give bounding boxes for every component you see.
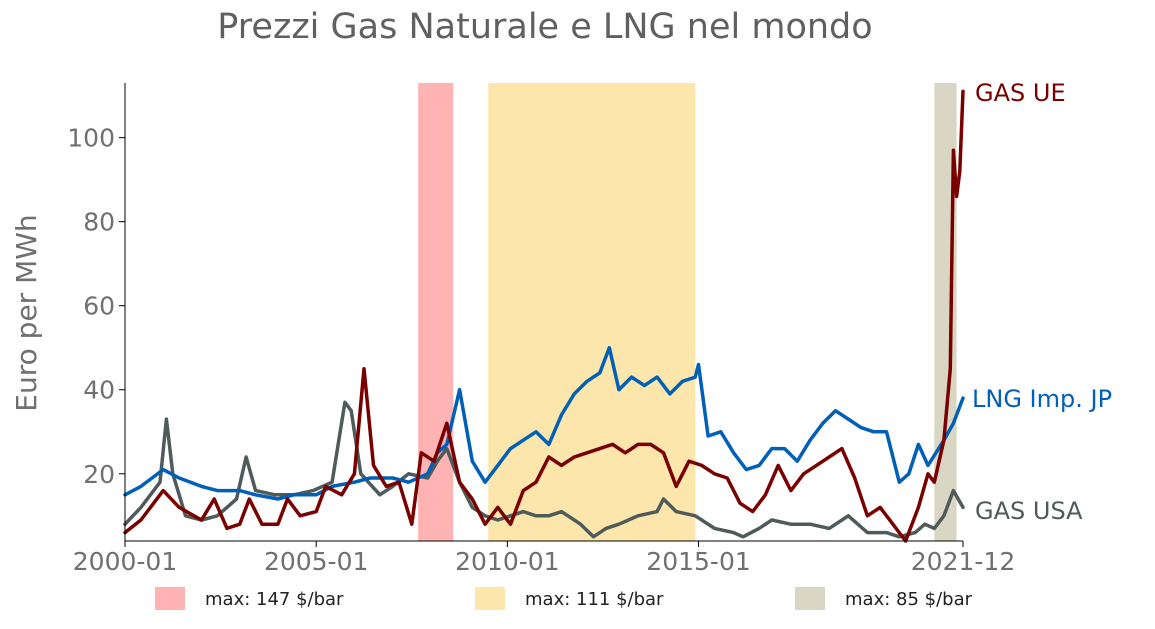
x-tick-label: 2010-01 (455, 547, 559, 576)
y-tick-label: 20 (83, 460, 115, 489)
y-tick-label: 40 (83, 376, 115, 405)
x-tick-label: 2005-01 (264, 547, 368, 576)
y-tick-label: 80 (83, 208, 115, 237)
series-line-gas-ue (123, 89, 965, 543)
band-legend: max: 147 $/bar max: 111 $/bar max: 85 $/ba… (155, 587, 973, 610)
highlight-band-1 (418, 83, 454, 541)
y-tick-label: 60 (83, 292, 115, 321)
series-line-gas-usa (123, 400, 965, 539)
legend-swatch-1 (155, 587, 185, 610)
y-tick-label: 100 (67, 124, 115, 153)
legend-label-1: max: 147 $/bar (205, 589, 344, 610)
series-line-lng-imp-jp (123, 345, 965, 501)
series-label-lng-imp-jp: LNG Imp. JP (972, 385, 1112, 413)
y-axis-label: Euro per MWh (10, 214, 43, 411)
series-labels: GAS UE LNG Imp. JP GAS USA (972, 79, 1112, 525)
legend-swatch-3 (795, 587, 825, 610)
x-tick-label: 2021-12 (911, 547, 1015, 576)
x-tick-label: 2015-01 (646, 547, 750, 576)
highlight-band-2 (488, 83, 696, 541)
series-label-gas-ue: GAS UE (975, 79, 1066, 107)
x-tick-label: 2000-01 (73, 547, 177, 576)
series-lines (123, 89, 965, 543)
legend-label-3: max: 85 $/bar (845, 589, 973, 610)
highlight-bands (418, 83, 957, 541)
axes: 20 40 60 80 100 2000-01 2005-01 2010-01 2015-01 2… (67, 83, 1015, 576)
legend-swatch-2 (475, 587, 505, 610)
legend-label-2: max: 111 $/bar (525, 589, 664, 610)
chart-title: Prezzi Gas Naturale e LNG nel mondo (217, 7, 872, 47)
series-label-gas-usa: GAS USA (975, 497, 1083, 525)
